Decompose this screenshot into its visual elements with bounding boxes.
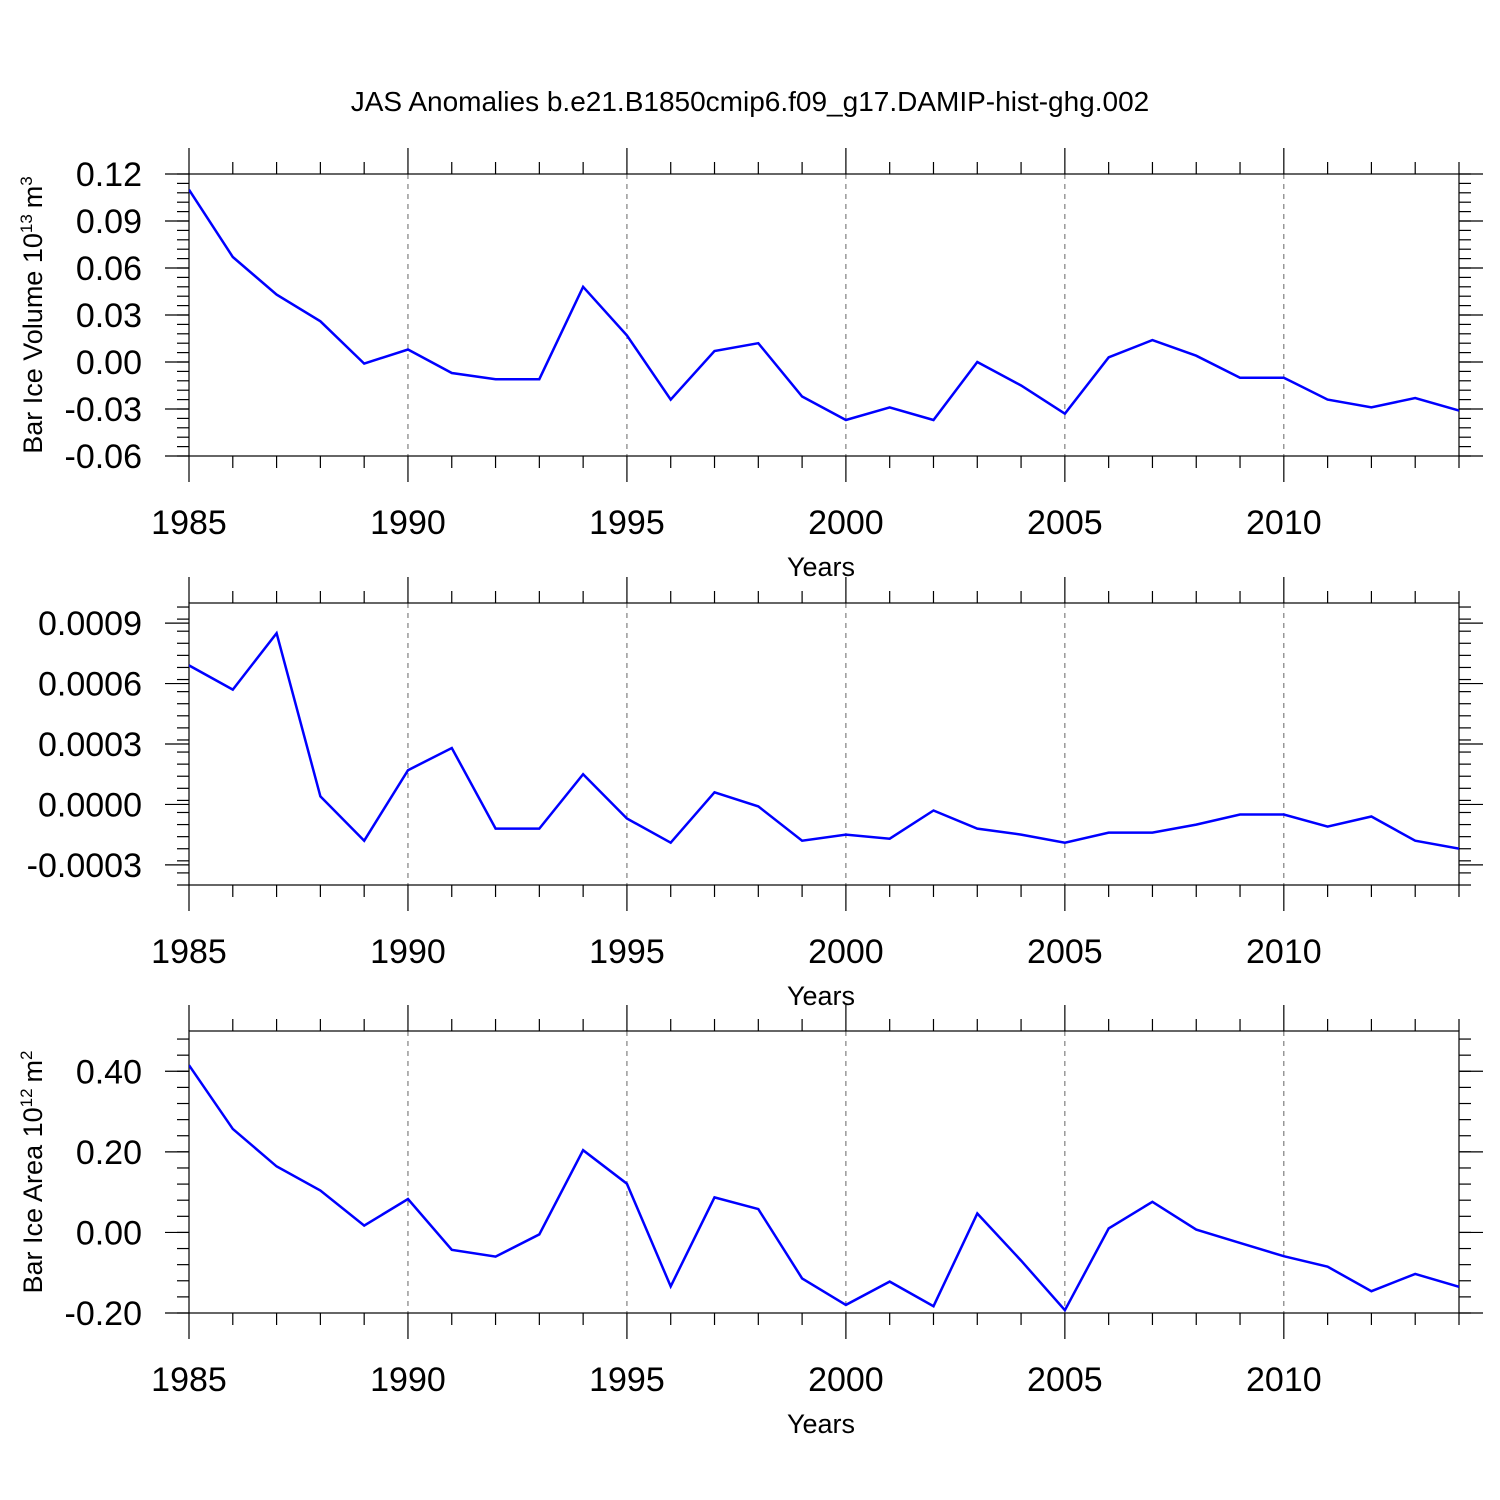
x-axis-title: Years bbox=[787, 981, 855, 1011]
x-tick-label: 1990 bbox=[370, 1361, 446, 1399]
x-tick-label: 2005 bbox=[1027, 1361, 1103, 1399]
y-tick-label: 0.06 bbox=[76, 250, 142, 288]
y-axis-title-exponent: 13 bbox=[17, 627, 36, 646]
series-line bbox=[189, 1064, 1459, 1313]
y-tick-label: -0.0003 bbox=[27, 847, 142, 885]
x-tick-label: 1985 bbox=[151, 504, 227, 542]
y-axis-title-text: Bar Ice Area 10 bbox=[18, 1107, 48, 1293]
y-tick-label: 0.03 bbox=[76, 297, 142, 335]
y-axis-title: Bar Ice Area 1012 m2 bbox=[17, 1050, 48, 1293]
x-tick-label: 2000 bbox=[808, 504, 884, 542]
y-tick-label: 0.00 bbox=[76, 1214, 142, 1252]
x-tick-label: 1995 bbox=[589, 504, 665, 542]
y-tick-label: -0.06 bbox=[65, 438, 143, 476]
panels: 1985 1990 1995 2000 2005 2010 Years 0.12 0.09 0.0… bbox=[17, 148, 1483, 1439]
y-tick-label: 0.0000 bbox=[38, 786, 142, 824]
y-tick-label: 0.0006 bbox=[38, 666, 142, 704]
y-axis-title-unit: m bbox=[18, 1060, 48, 1083]
x-tick-label: 1990 bbox=[370, 504, 446, 542]
y-axis-title-text: Bar Ice Volume 10 bbox=[18, 233, 48, 454]
panel-1: 1985 1990 1995 2000 2005 2010 Years 0.12 0.09 0.0… bbox=[17, 148, 1483, 582]
plot-frame bbox=[188, 173, 1460, 457]
plot-frame bbox=[188, 1030, 1460, 1314]
y-axis-title-unit-exponent: 3 bbox=[17, 589, 36, 598]
x-tick-label: 1985 bbox=[151, 933, 227, 971]
x-axis-title: Years bbox=[787, 552, 855, 582]
y-tick-label: 0.12 bbox=[76, 156, 142, 194]
x-tick-label: 1985 bbox=[151, 1361, 227, 1399]
y-tick-label: 0.20 bbox=[76, 1134, 142, 1172]
y-axis-title: Bar Ice Volume 1013 m3 bbox=[17, 176, 48, 454]
y-tick-label: 0.0009 bbox=[38, 605, 142, 643]
x-tick-label: 2000 bbox=[808, 1361, 884, 1399]
y-axis-title-exponent: 12 bbox=[17, 1088, 36, 1107]
x-tick-label: 1995 bbox=[589, 933, 665, 971]
y-tick-label: 0.0003 bbox=[38, 726, 142, 764]
y-tick-label: -0.03 bbox=[65, 391, 143, 429]
y-tick-label: 0.09 bbox=[76, 203, 142, 241]
y-axis-title-unit-exponent: 2 bbox=[17, 1050, 36, 1059]
panel-3: 1985 1990 1995 2000 2005 2010 Years 0.40 0.20 0.0… bbox=[17, 1005, 1483, 1439]
x-tick-label: 1995 bbox=[589, 1361, 665, 1399]
x-tick-label: 1990 bbox=[370, 933, 446, 971]
y-tick-label: -0.20 bbox=[65, 1295, 143, 1333]
x-tick-label: 2010 bbox=[1246, 1361, 1322, 1399]
x-tick-label: 2005 bbox=[1027, 504, 1103, 542]
y-tick-label: 0.00 bbox=[76, 344, 142, 382]
x-tick-label: 2010 bbox=[1246, 933, 1322, 971]
x-tick-label: 2010 bbox=[1246, 504, 1322, 542]
x-tick-label: 2000 bbox=[808, 933, 884, 971]
y-axis-title-unit: m bbox=[18, 186, 48, 209]
y-axis-title-unit-exponent: 3 bbox=[17, 176, 36, 185]
y-tick-label: 0.40 bbox=[76, 1053, 142, 1091]
plot-frame bbox=[188, 602, 1460, 886]
chart-title: JAS Anomalies b.e21.B1850cmip6.f09_g17.D… bbox=[351, 86, 1149, 117]
panel-2: 1985 1990 1995 2000 2005 2010 Years 0.0009 0.000… bbox=[17, 577, 1483, 1011]
series-line bbox=[189, 630, 1459, 850]
y-axis-title-exponent: 13 bbox=[17, 214, 36, 233]
series-line bbox=[189, 189, 1459, 422]
x-tick-label: 2005 bbox=[1027, 933, 1103, 971]
x-axis-title: Years bbox=[787, 1409, 855, 1439]
